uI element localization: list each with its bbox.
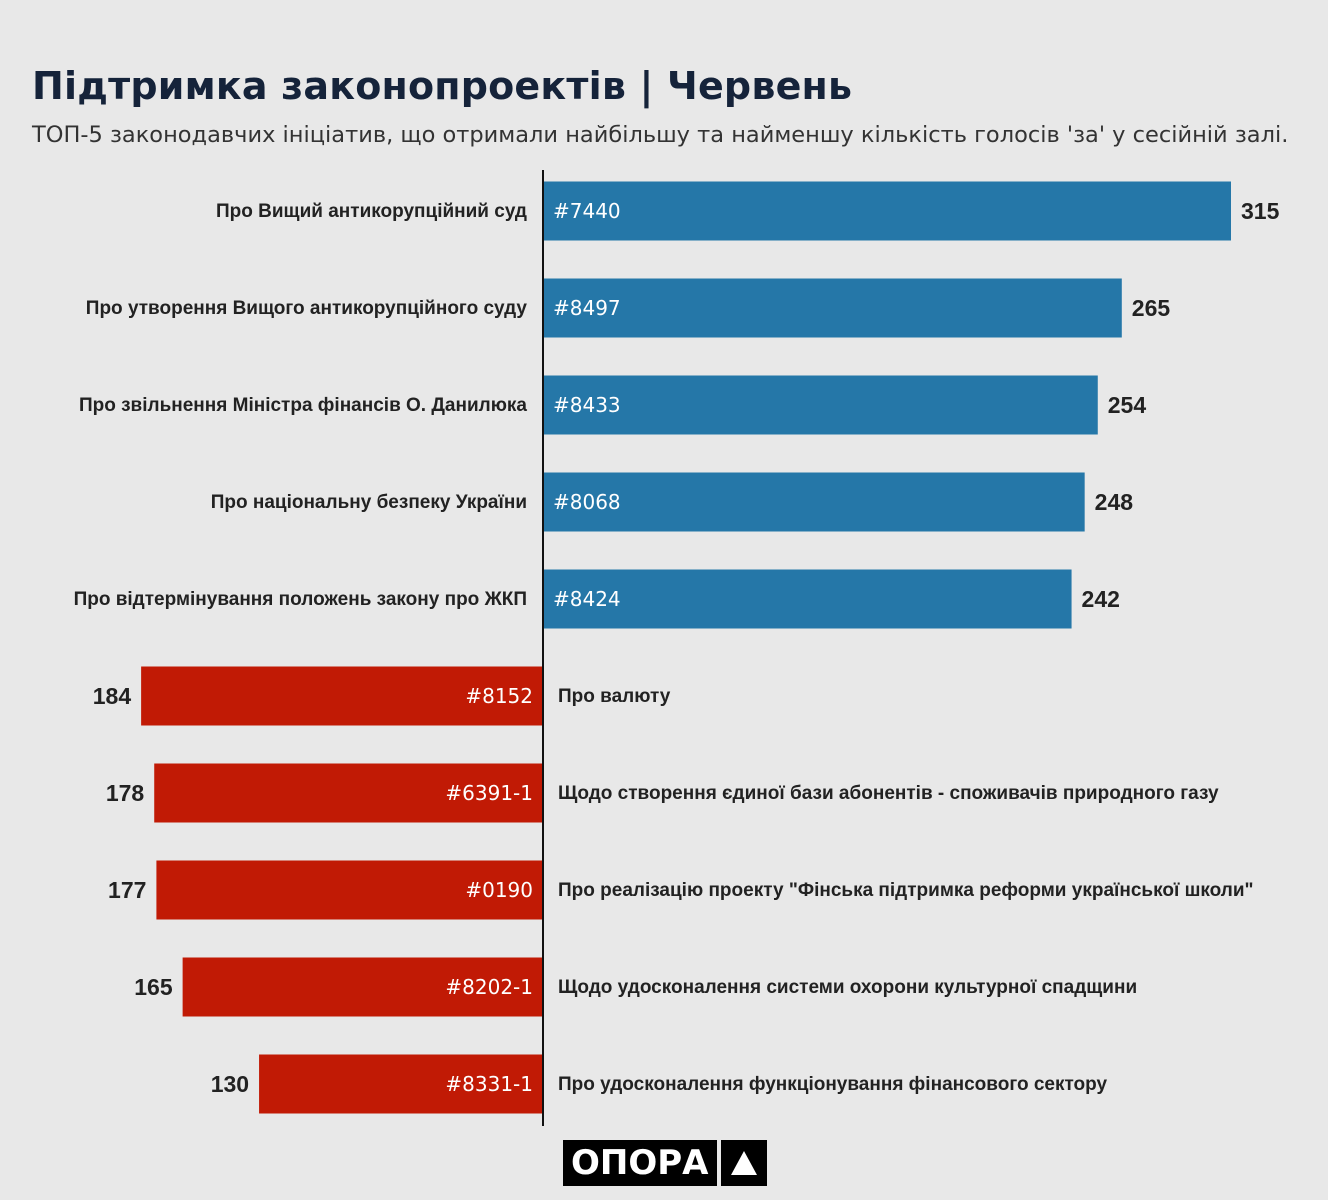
chart-title: Підтримка законопроектів | Червень bbox=[32, 64, 853, 108]
bar-label-bottom-1: Про валюту bbox=[558, 686, 671, 707]
bar-top-2 bbox=[543, 278, 1122, 338]
bar-label-bottom-3: Про реалізацію проекту "Фінська підтримк… bbox=[558, 880, 1254, 901]
opora-logo: ОПОРА bbox=[563, 1140, 767, 1186]
bar-value-top-2: 265 bbox=[1132, 295, 1171, 321]
bar-value-top-5: 242 bbox=[1082, 586, 1120, 612]
bar-id-bottom-1: #8152 bbox=[465, 684, 533, 708]
bar-id-top-3: #8433 bbox=[553, 393, 621, 417]
bar-value-bottom-3: 177 bbox=[108, 877, 146, 903]
bar-id-bottom-3: #0190 bbox=[465, 878, 533, 902]
bar-bottom-4 bbox=[182, 957, 543, 1017]
bar-label-top-3: Про звільнення Міністра фінансів О. Дани… bbox=[79, 395, 527, 416]
bar-top-4 bbox=[543, 472, 1085, 532]
bar-value-bottom-2: 178 bbox=[106, 780, 145, 806]
bar-id-top-5: #8424 bbox=[553, 587, 621, 611]
bar-label-top-1: Про Вищий антикорупційний суд bbox=[216, 201, 527, 222]
bar-bottom-3 bbox=[156, 860, 543, 920]
bar-bottom-5 bbox=[259, 1054, 543, 1114]
bar-value-bottom-1: 184 bbox=[93, 683, 132, 709]
bar-id-bottom-5: #8331-1 bbox=[445, 1072, 533, 1096]
bar-label-top-4: Про національну безпеку України bbox=[211, 492, 527, 513]
bar-top-5 bbox=[543, 569, 1072, 629]
bar-label-bottom-5: Про удосконалення функціонування фінансо… bbox=[558, 1074, 1108, 1095]
bar-id-top-4: #8068 bbox=[553, 490, 621, 514]
bar-id-bottom-2: #6391-1 bbox=[445, 781, 533, 805]
bar-top-1 bbox=[543, 181, 1231, 241]
triangle-icon bbox=[720, 1140, 767, 1186]
bar-top-3 bbox=[543, 375, 1098, 435]
bar-label-bottom-4: Щодо удосконалення системи охорони культ… bbox=[558, 977, 1137, 998]
bar-value-top-3: 254 bbox=[1108, 392, 1147, 418]
bar-value-bottom-5: 130 bbox=[211, 1071, 249, 1097]
bar-label-top-5: Про відтермінування положень закону про … bbox=[74, 589, 527, 610]
bar-id-top-1: #7440 bbox=[553, 199, 621, 223]
bar-id-top-2: #8497 bbox=[553, 296, 621, 320]
bar-label-top-2: Про утворення Вищого антикорупційного су… bbox=[86, 298, 528, 319]
bar-value-bottom-4: 165 bbox=[134, 974, 173, 1000]
bar-value-top-1: 315 bbox=[1241, 198, 1280, 224]
logo-text: ОПОРА bbox=[563, 1140, 717, 1186]
bar-bottom-2 bbox=[154, 763, 543, 823]
bar-bottom-1 bbox=[141, 666, 543, 726]
bar-label-bottom-2: Щодо створення єдиної бази абонентів - с… bbox=[558, 783, 1219, 804]
bar-id-bottom-4: #8202-1 bbox=[445, 975, 533, 999]
bar-value-top-4: 248 bbox=[1095, 489, 1134, 515]
chart-subtitle: ТОП-5 законодавчих ініціатив, що отримал… bbox=[32, 122, 1289, 148]
